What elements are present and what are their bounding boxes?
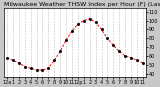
Text: Milwaukee Weather THSW Index per Hour (F) (Last 24 Hours): Milwaukee Weather THSW Index per Hour (F… bbox=[4, 2, 160, 7]
